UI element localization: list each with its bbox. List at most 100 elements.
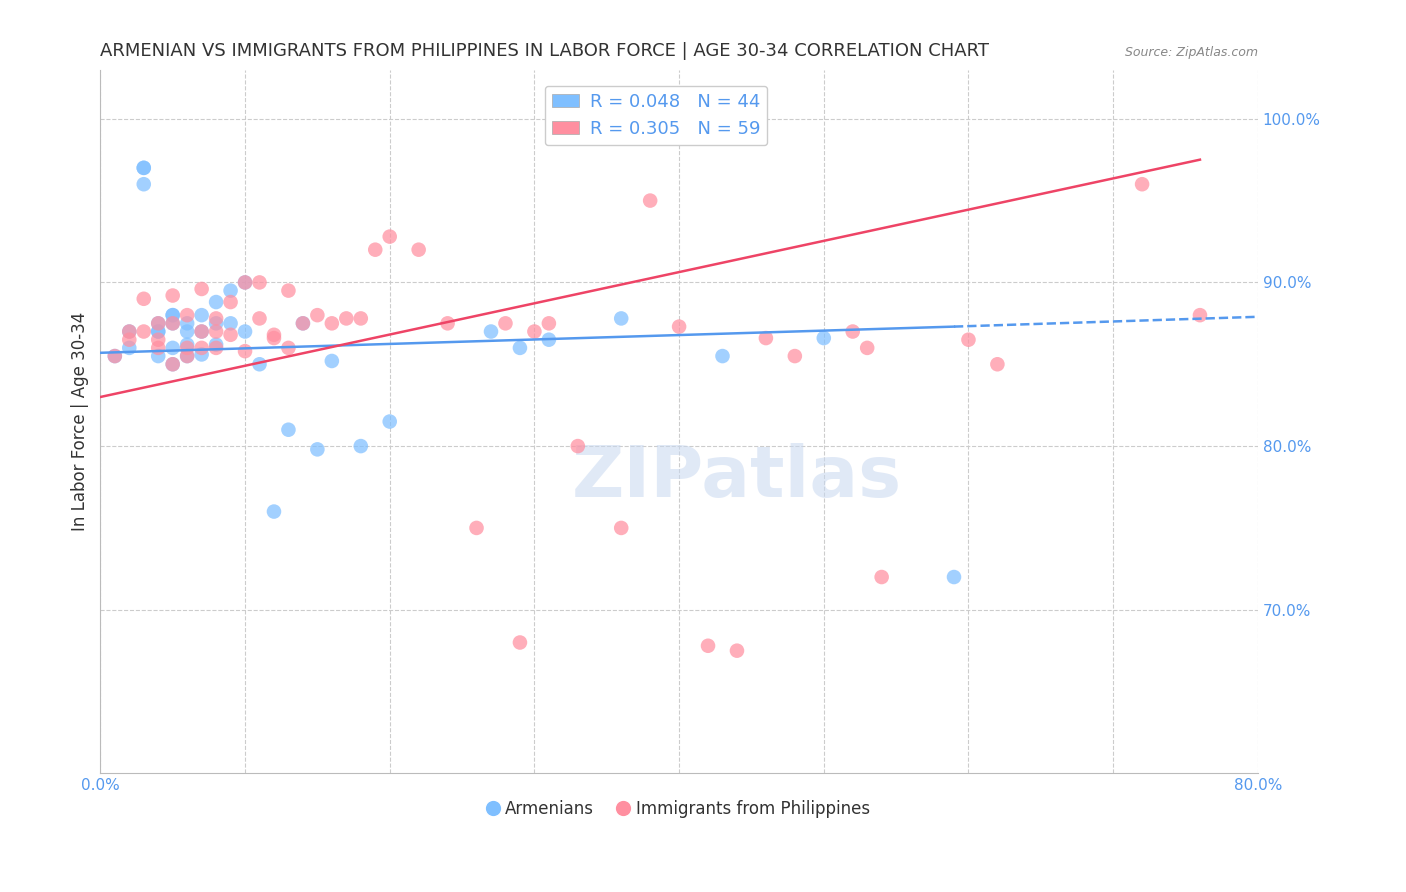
Point [263,331,285,345]
Point [205,337,228,351]
Point [190,282,212,296]
Point [205,316,228,330]
Point [162,357,184,371]
Point [148,325,170,339]
Point [307,442,329,457]
Point [509,341,531,355]
Point [783,349,806,363]
Point [943,570,966,584]
Point [104,349,127,363]
Point [118,325,141,339]
Point [610,311,633,326]
Point [104,349,127,363]
Point [523,325,546,339]
Point [148,341,170,355]
Point [118,333,141,347]
Point [495,316,517,330]
Point [176,308,198,322]
Point [479,325,502,339]
Legend: Armenians, Immigrants from Philippines: Armenians, Immigrants from Philippines [482,794,876,825]
Point [291,316,314,330]
Point [148,316,170,330]
Point [856,341,879,355]
Point [219,295,242,310]
Point [436,316,458,330]
Point [378,415,401,429]
Point [509,635,531,649]
Point [263,504,285,518]
Point [350,311,373,326]
Point [408,243,430,257]
Point [162,316,184,330]
Point [711,349,734,363]
Point [249,357,271,371]
Point [176,337,198,351]
Point [249,311,271,326]
Point [132,178,155,192]
Point [162,357,184,371]
Point [118,341,141,355]
Point [148,333,170,347]
Point [176,325,198,339]
Point [162,308,184,322]
Point [233,276,256,290]
Point [233,344,256,359]
Point [537,333,560,347]
Point [132,292,155,306]
Point [1130,178,1153,192]
Point [957,333,980,347]
Point [335,311,357,326]
Point [350,439,373,453]
Point [132,161,155,175]
Point [205,325,228,339]
Y-axis label: In Labor Force | Age 30-34: In Labor Force | Age 30-34 [72,312,89,531]
Point [537,316,560,330]
Point [841,325,863,339]
Point [162,316,184,330]
Point [148,316,170,330]
Point [233,325,256,339]
Point [277,284,299,298]
Point [870,570,893,584]
Point [190,341,212,355]
Point [176,349,198,363]
Point [205,311,228,326]
Point [755,331,778,345]
Point [291,316,314,330]
Point [205,295,228,310]
Text: Source: ZipAtlas.com: Source: ZipAtlas.com [1125,46,1258,59]
Point [364,243,387,257]
Point [249,276,271,290]
Point [233,276,256,290]
Point [567,439,589,453]
Point [132,161,155,175]
Point [638,194,661,208]
Point [219,327,242,342]
Point [190,347,212,361]
Point [190,325,212,339]
Point [148,325,170,339]
Point [610,521,633,535]
Point [263,327,285,342]
Point [986,357,1008,371]
Point [162,308,184,322]
Point [307,308,329,322]
Point [176,316,198,330]
Point [725,643,748,657]
Point [176,341,198,355]
Point [321,316,343,330]
Point [465,521,488,535]
Point [813,331,835,345]
Point [148,349,170,363]
Point [205,341,228,355]
Point [321,354,343,368]
Point [118,325,141,339]
Point [277,341,299,355]
Point [190,308,212,322]
Point [668,319,690,334]
Point [132,325,155,339]
Text: ARMENIAN VS IMMIGRANTS FROM PHILIPPINES IN LABOR FORCE | AGE 30-34 CORRELATION C: ARMENIAN VS IMMIGRANTS FROM PHILIPPINES … [100,42,990,60]
Point [162,288,184,302]
Point [219,284,242,298]
Point [162,341,184,355]
